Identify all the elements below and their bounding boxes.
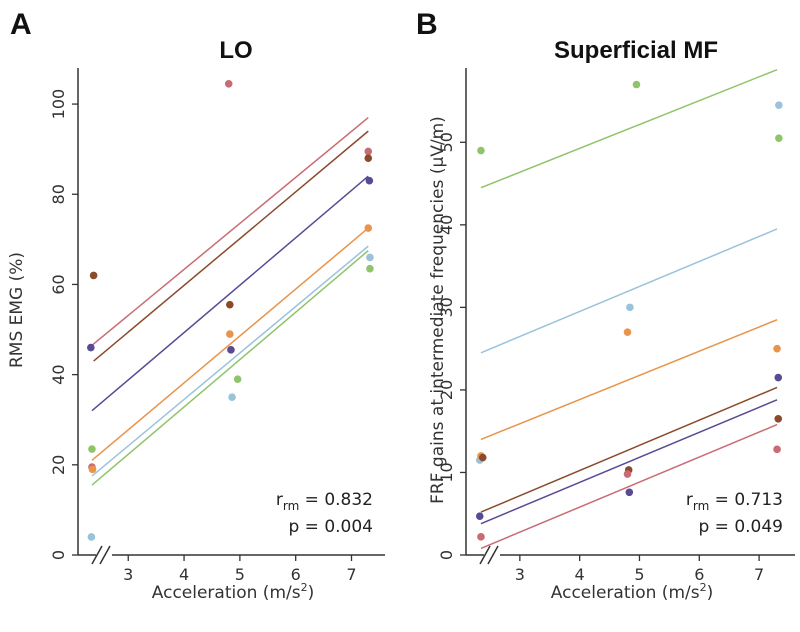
x-tick-label: 3 — [515, 565, 525, 584]
data-point — [226, 330, 234, 338]
panel-letter: A — [10, 8, 32, 41]
data-point — [626, 303, 634, 312]
x-tick-label: 4 — [179, 565, 189, 584]
data-point — [775, 134, 783, 142]
data-point — [226, 300, 234, 309]
data-point — [87, 343, 95, 352]
data-point — [478, 453, 487, 462]
x-tick-label: 7 — [346, 565, 356, 584]
axis-break-mark — [487, 545, 499, 565]
y-axis-label: FRF gains at intermediate frequencies (µ… — [428, 116, 448, 504]
fit-line — [480, 68, 778, 189]
stat-r-value: rrm = 0.713 — [686, 490, 783, 513]
data-point — [366, 253, 374, 262]
axis-break-mark — [99, 545, 111, 565]
data-point — [88, 445, 96, 453]
fit-line — [480, 386, 778, 513]
x-tick-label: 4 — [575, 565, 585, 584]
y-tick-label: 10 — [437, 462, 456, 482]
data-point — [365, 176, 374, 185]
data-point — [632, 80, 641, 89]
data-point — [477, 146, 485, 155]
axis-break-mark — [91, 545, 103, 565]
data-point — [366, 264, 374, 273]
data-point — [775, 101, 783, 109]
y-tick-label: 0 — [49, 550, 68, 560]
panel-letter: B — [416, 8, 438, 41]
chart-panel-a: A LO 3 4 5 6 7 0 20 40 60 80 100 Acceleration (m/s2) R… — [7, 8, 385, 603]
fit-line — [91, 250, 369, 486]
y-tick-label: 40 — [49, 364, 68, 384]
fit-line — [91, 245, 369, 477]
x-tick-label: 6 — [694, 565, 704, 584]
x-axis-label: Acceleration (m/s2) — [152, 581, 314, 603]
y-tick-label: 20 — [437, 380, 456, 400]
data-point — [364, 147, 373, 156]
data-point — [623, 470, 632, 478]
data-point — [475, 512, 484, 521]
data-point — [773, 344, 781, 353]
y-axis-label: RMS EMG (%) — [7, 252, 27, 368]
y-tick-label: 40 — [437, 215, 456, 235]
fit-line — [93, 130, 369, 362]
y-tick-label: 80 — [49, 184, 68, 204]
data-point — [89, 271, 98, 280]
fit-line — [480, 319, 778, 441]
stat-p-value: p = 0.004 — [288, 517, 373, 537]
x-tick-label: 5 — [634, 565, 644, 584]
x-tick-label: 3 — [123, 565, 133, 584]
x-tick-label: 7 — [754, 565, 764, 584]
chart-title: Superficial MF — [554, 37, 718, 64]
stat-p-value: p = 0.049 — [698, 517, 783, 537]
data-point — [623, 328, 632, 336]
fit-line — [480, 399, 778, 525]
x-tick-label: 5 — [235, 565, 245, 584]
data-point — [774, 415, 783, 423]
data-point — [364, 224, 373, 232]
data-point — [773, 445, 781, 454]
fit-line — [91, 227, 369, 461]
data-point — [364, 154, 373, 162]
x-tick-label: 6 — [291, 565, 301, 584]
fit-line — [91, 175, 369, 412]
y-tick-label: 100 — [49, 89, 68, 120]
data-point — [224, 79, 233, 88]
data-point — [228, 393, 236, 401]
data-point — [625, 488, 634, 497]
y-tick-label: 60 — [49, 274, 68, 294]
stat-r-value: rrm = 0.832 — [276, 490, 373, 513]
y-tick-label: 0 — [437, 550, 456, 560]
y-tick-label: 50 — [437, 132, 456, 152]
y-tick-label: 20 — [49, 455, 68, 475]
data-point — [774, 373, 783, 382]
x-axis-label: Acceleration (m/s2) — [551, 581, 713, 603]
data-point — [477, 533, 485, 541]
fit-line — [480, 423, 778, 550]
data-point — [87, 533, 96, 541]
chart-title: LO — [219, 37, 252, 64]
axis-break-mark — [479, 545, 491, 565]
data-point — [88, 465, 97, 474]
fit-line — [480, 228, 778, 354]
data-point — [227, 346, 235, 354]
data-point — [233, 375, 242, 383]
chart-panel-b: B Superficial MF 3 4 5 6 7 0 10 20 30 40 50 Accelerat… — [416, 8, 795, 603]
y-tick-label: 30 — [437, 297, 456, 317]
fit-line — [91, 117, 369, 346]
